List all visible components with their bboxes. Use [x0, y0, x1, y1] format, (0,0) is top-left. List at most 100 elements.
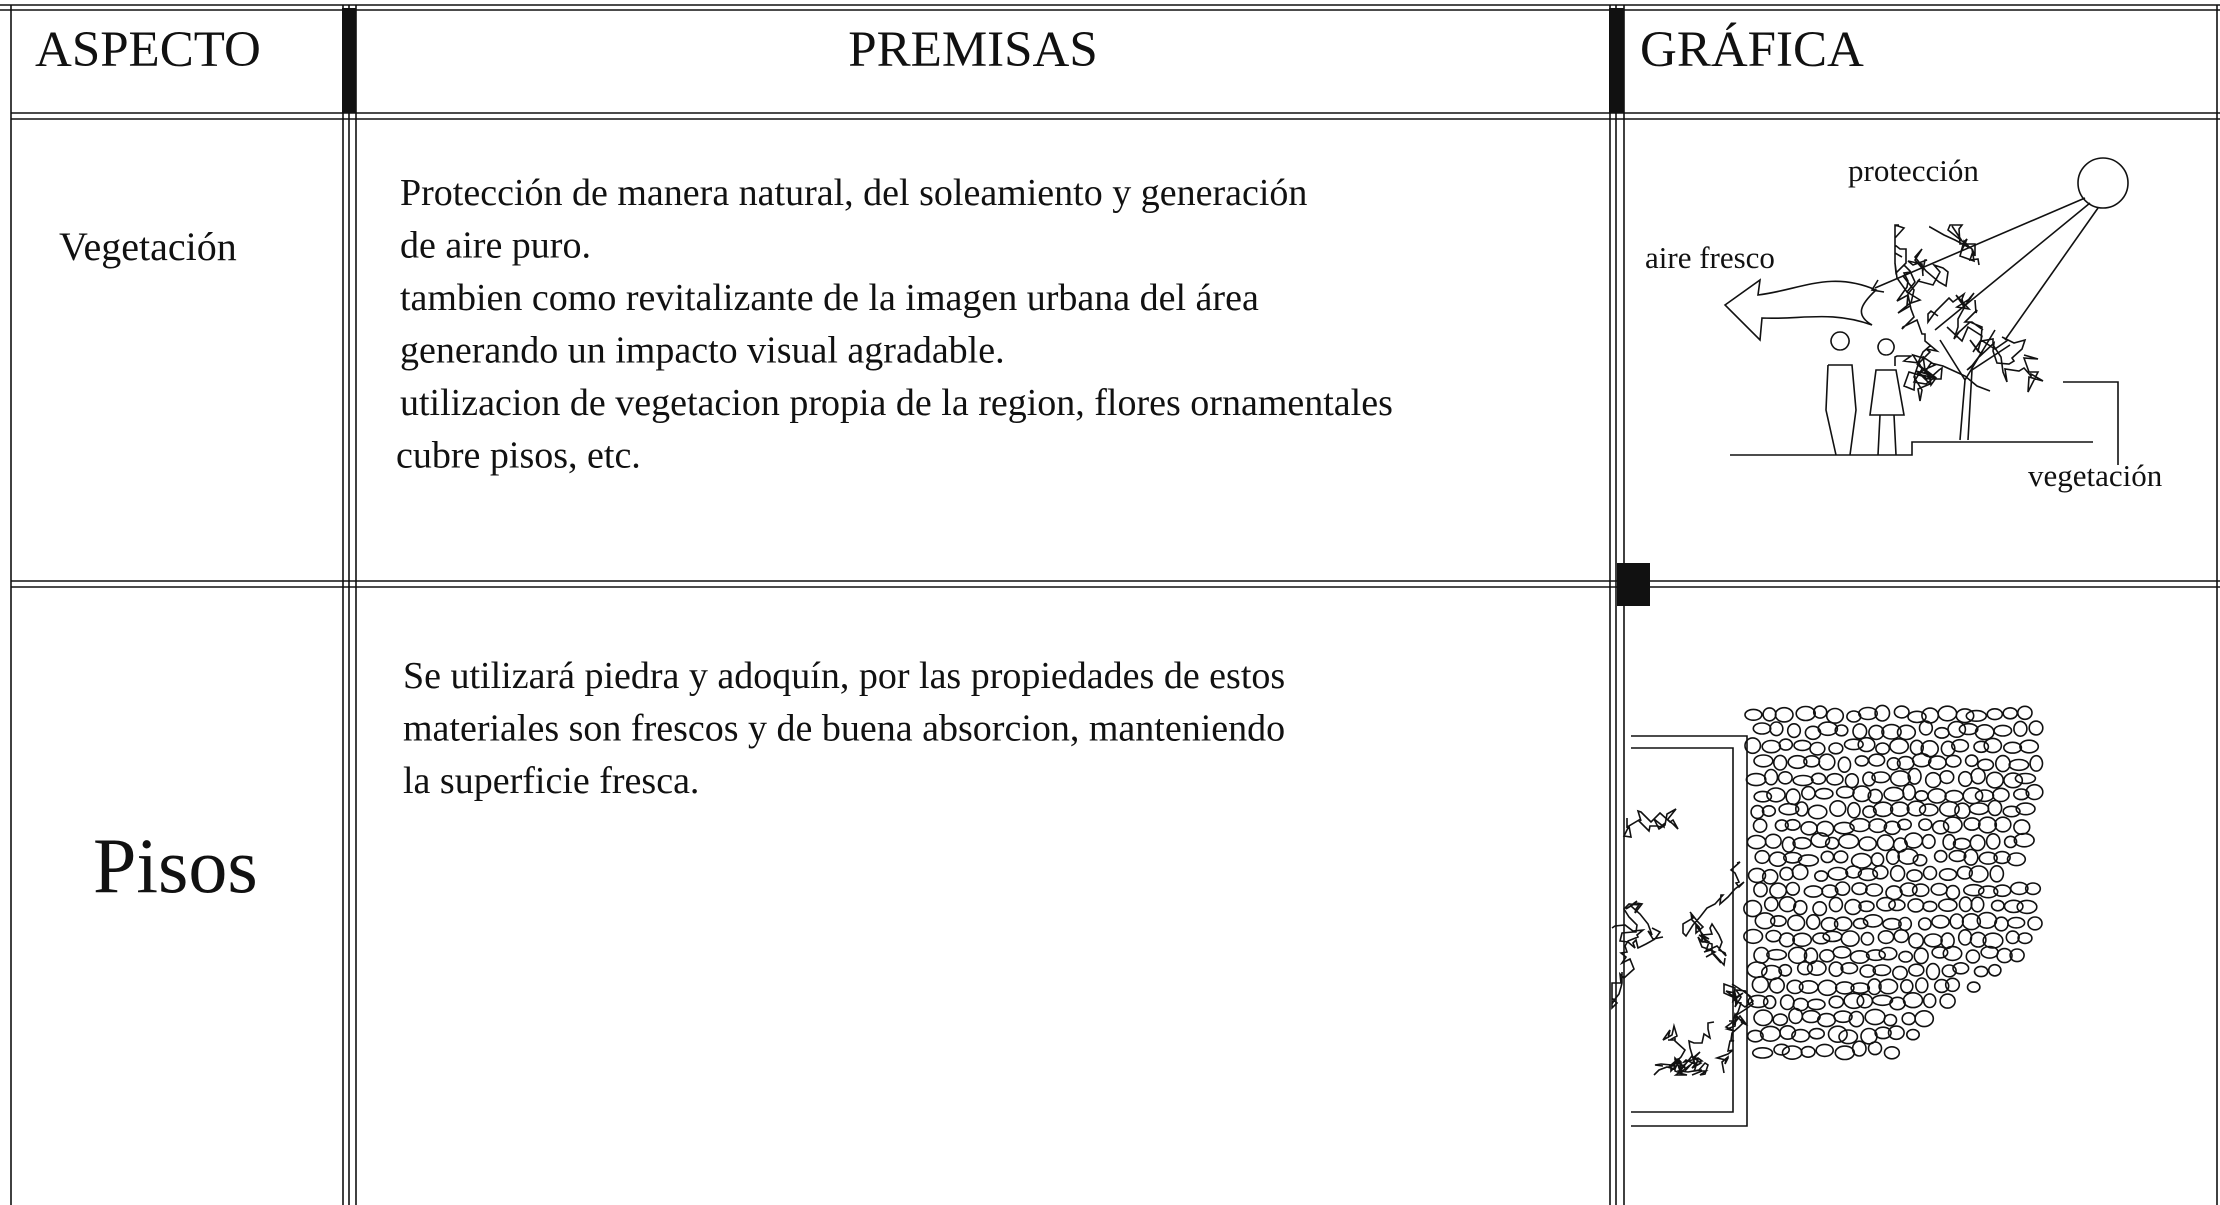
stone — [1754, 912, 1776, 930]
stone — [1945, 754, 1962, 768]
stone — [1915, 977, 1929, 994]
stone — [1865, 949, 1886, 962]
stone — [1795, 801, 1809, 817]
stone — [1874, 704, 1891, 722]
stone — [2025, 783, 2044, 801]
stone — [2027, 916, 2043, 931]
stone — [2029, 754, 2044, 772]
stone — [1840, 930, 1860, 947]
stone — [1814, 787, 1834, 800]
stone — [1917, 917, 1932, 931]
stone — [1828, 742, 1844, 755]
stone — [1922, 993, 1937, 1009]
stone — [1947, 720, 1967, 739]
stone — [1897, 818, 1913, 831]
header: ASPECTO — [35, 22, 261, 78]
stone — [1994, 816, 2012, 833]
stone — [2024, 882, 2042, 896]
stone — [1786, 722, 1802, 739]
stone — [1892, 965, 1909, 981]
stone — [1813, 870, 1829, 882]
stone — [1993, 724, 2013, 737]
stone — [1768, 851, 1788, 868]
stone — [1885, 848, 1900, 866]
stone — [1807, 804, 1828, 820]
stone — [1750, 804, 1765, 820]
trunk — [1939, 329, 2011, 441]
stone — [1852, 785, 1872, 803]
stone — [2017, 932, 2033, 945]
stone — [2028, 720, 2044, 736]
stone — [1810, 772, 1827, 785]
stone — [1942, 833, 1957, 851]
stone — [1786, 979, 1804, 995]
stone — [1867, 788, 1883, 804]
stone — [1871, 771, 1891, 784]
stone — [1906, 800, 1927, 817]
stone — [1977, 885, 1999, 899]
stone — [2008, 758, 2030, 772]
stone — [1887, 1025, 1905, 1041]
stone — [1963, 883, 1985, 897]
stone — [1889, 801, 1910, 818]
stone — [1769, 721, 1784, 737]
stone — [1828, 896, 1844, 913]
stone — [1815, 1043, 1834, 1058]
premise-line: materiales son frescos y de buena absorc… — [403, 708, 1285, 750]
stone — [1978, 851, 1998, 865]
stone — [1862, 771, 1876, 787]
stone — [1751, 975, 1770, 994]
stone — [1786, 914, 1806, 932]
stone — [1762, 994, 1777, 1010]
stone — [1858, 900, 1875, 913]
stone — [1821, 884, 1839, 899]
stone — [2002, 741, 2023, 754]
stone — [1787, 946, 1808, 965]
stone — [1768, 977, 1785, 994]
stone — [2002, 805, 2021, 818]
stone — [1938, 800, 1960, 818]
stone — [1753, 1009, 1774, 1027]
stone — [1933, 978, 1950, 994]
stone — [1753, 881, 1768, 898]
stone — [1931, 914, 1950, 929]
stone — [2006, 916, 2026, 929]
stone — [1878, 946, 1898, 961]
stone — [1940, 740, 1956, 757]
stone — [1933, 849, 1948, 863]
stone — [1896, 724, 1917, 741]
stone — [2014, 772, 2037, 785]
stone — [1751, 1047, 1774, 1059]
stone — [1907, 710, 1927, 724]
stone — [1961, 912, 1982, 931]
stone — [1902, 991, 1924, 1009]
stone — [1797, 854, 1820, 867]
stone — [1937, 898, 1958, 913]
stone — [1875, 742, 1891, 755]
stone — [1784, 818, 1801, 831]
stone — [1832, 945, 1852, 959]
stone — [1778, 963, 1793, 977]
stone — [1812, 900, 1828, 917]
stone — [1796, 960, 1814, 976]
stone — [1782, 851, 1803, 864]
stone — [1965, 709, 1988, 723]
stone — [1996, 947, 2013, 964]
stone — [1764, 833, 1782, 849]
stone — [1766, 787, 1786, 803]
stone — [1833, 1010, 1853, 1024]
stone — [1965, 949, 1981, 964]
stone — [1833, 850, 1849, 864]
stone — [1818, 753, 1836, 771]
stone — [1774, 706, 1794, 723]
aspect: Vegetación — [59, 224, 237, 269]
stone — [1825, 707, 1845, 724]
stone — [1851, 882, 1868, 896]
stone — [1806, 998, 1826, 1011]
stone — [1973, 740, 1990, 754]
stone — [1913, 947, 1929, 965]
stone — [1918, 818, 1933, 831]
stone — [1763, 896, 1779, 912]
premise-line: tambien como revitalizante de la imagen … — [400, 277, 1259, 319]
